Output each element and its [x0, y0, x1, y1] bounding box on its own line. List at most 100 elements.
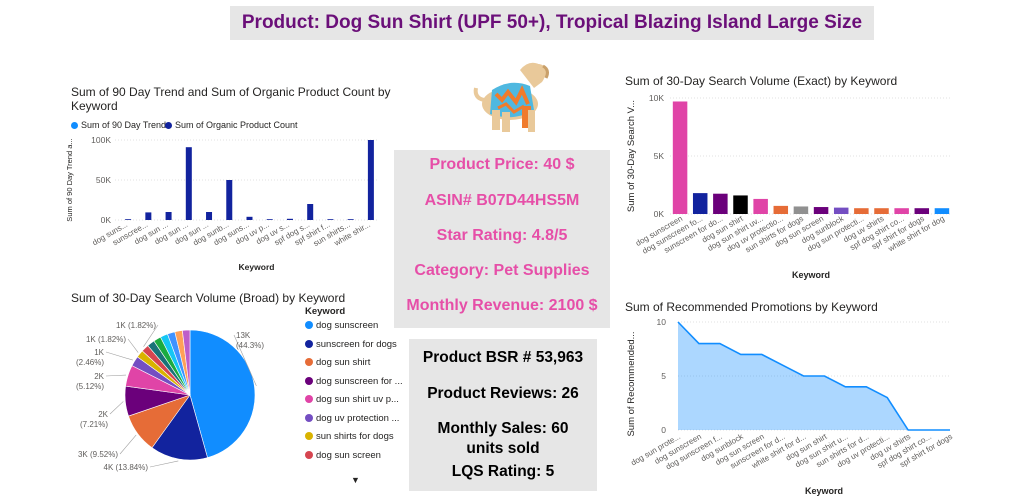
bar-organic: [165, 212, 172, 220]
legend-label: dog sunscreen: [316, 320, 379, 331]
bar-organic: [307, 204, 314, 220]
bar-exact-volume: [914, 208, 930, 214]
legend-marker: [165, 122, 172, 129]
y-tick-label: 5K: [654, 151, 665, 161]
pie-legend-item[interactable]: dog sun shirt uv p...: [305, 394, 399, 405]
bar-exact-volume: [934, 208, 950, 214]
y-tick-label: 5: [661, 371, 666, 381]
pie-data-label: 2K: [94, 372, 104, 381]
pie-legend-item[interactable]: sun shirts for dogs: [305, 431, 394, 442]
bar-organic: [347, 219, 354, 220]
star-rating: Star Rating: 4.8/5: [436, 227, 568, 244]
pie-leader-line: [105, 374, 127, 377]
legend-item-organic: Sum of Organic Product Count: [165, 120, 298, 130]
bar-exact-volume: [813, 207, 829, 214]
monthly-revenue: Monthly Revenue: 2100 $: [406, 297, 598, 314]
legend-label: dog sun screen: [316, 449, 381, 461]
legend-label: dog sun shirt: [316, 357, 371, 368]
pie-data-label: 2K: [98, 410, 108, 419]
legend-marker: [305, 321, 313, 329]
pie-leader-line: [127, 338, 139, 353]
pie-data-label: (2.46%): [76, 358, 104, 367]
legend-marker: [305, 432, 313, 440]
pie-leader-line: [105, 351, 133, 361]
legend-marker: [305, 376, 313, 385]
y-tick-label: 0: [661, 425, 666, 435]
bar-organic: [145, 212, 152, 220]
pie-leader-line: [143, 324, 159, 347]
y-tick-label: 10: [657, 317, 667, 327]
bar-organic: [246, 216, 253, 220]
product-reviews: Product Reviews: 26: [427, 385, 579, 402]
product-info-panel: Product Price: 40 $ ASIN# B07D44HS5M Sta…: [394, 150, 610, 328]
legend-item-trend: Sum of 90 Day Trend: [71, 120, 166, 130]
pie-legend-item[interactable]: dog uv protection ...: [305, 413, 399, 424]
legend-marker: [71, 122, 78, 129]
pie-legend-item[interactable]: dog sun shirt: [305, 357, 370, 368]
y-axis-label: Sum of 90 Day Trend a...: [65, 138, 74, 221]
bar-exact-volume: [793, 206, 809, 214]
pie-data-label: (44.3%): [236, 341, 264, 350]
pie-legend-item[interactable]: dog sunscreen for ...: [305, 376, 403, 387]
pie-data-label: 4K (13.84%): [104, 463, 149, 472]
bar-organic: [266, 219, 273, 220]
legend-label: dog uv protection ...: [316, 412, 400, 424]
bar-exact-volume: [713, 193, 728, 214]
pie-legend-item[interactable]: sunscreen for dogs: [305, 339, 397, 350]
bar-exact-volume: [753, 198, 768, 214]
product-price: Product Price: 40 $: [429, 156, 575, 173]
trend-chart-title: Sum of 90 Day Trend and Sum of Organic P…: [71, 85, 391, 113]
product-bsr: Product BSR # 53,963: [422, 349, 584, 366]
lqs-rating: LQS Rating: 5: [451, 463, 555, 480]
bar-organic: [185, 147, 192, 220]
pie-data-label: 13K: [236, 331, 251, 340]
pie-data-label: 3K (9.52%): [78, 450, 118, 459]
pie-data-label: (5.12%): [76, 382, 104, 391]
dog-shirt-illustration: [473, 62, 549, 132]
y-axis-label: Sum of Recommended...: [626, 331, 637, 436]
pie-leader-line: [119, 434, 137, 455]
pie-data-label: (7.21%): [80, 420, 108, 429]
pie-chart-title: Sum of 30-Day Search Volume (Broad) by K…: [71, 291, 346, 305]
bar-exact-volume: [773, 205, 789, 214]
bar-exact-volume: [894, 208, 909, 214]
pie-legend: Keyword dog sunscreen sunscreen for dogs d…: [305, 306, 405, 486]
page-title-bar: Product: Dog Sun Shirt (UPF 50+), Tropic…: [230, 6, 874, 40]
pie-data-label: 1K: [94, 348, 104, 357]
y-tick-label: 10K: [649, 93, 664, 103]
broad-volume-pie-chart: 13K(44.3%)4K (13.84%)3K (9.52%)2K(7.21%)…: [76, 321, 264, 472]
legend-marker: [305, 413, 313, 422]
x-axis-label: Keyword: [792, 270, 830, 280]
bar-exact-volume: [672, 101, 688, 214]
pie-slice: [151, 394, 208, 461]
pie-legend-item[interactable]: dog sunscreen: [305, 320, 378, 331]
pie-leader-line: [109, 401, 124, 415]
legend-label: sunscreen for dogs: [316, 338, 397, 350]
product-stats-panel: Product BSR # 53,963 Product Reviews: 26…: [409, 339, 597, 491]
pie-data-label: 1K (1.82%): [86, 335, 126, 344]
legend-marker: [305, 358, 313, 366]
bar-organic: [206, 212, 213, 220]
trend-chart-legend: Sum of 90 Day Trend Sum of Organic Produ…: [71, 120, 401, 132]
pie-slice: [189, 329, 256, 458]
legend-marker: [305, 450, 313, 459]
exact-chart-title: Sum of 30-Day Search Volume (Exact) by K…: [625, 74, 898, 88]
area-chart-title: Sum of Recommended Promotions by Keyword: [625, 300, 878, 314]
bar-exact-volume: [833, 207, 849, 214]
page-title: Product: Dog Sun Shirt (UPF 50+), Tropic…: [241, 12, 863, 33]
bar-organic: [327, 219, 334, 220]
x-axis-label: Keyword: [239, 262, 275, 272]
bar-exact-volume: [733, 195, 748, 214]
y-tick-label: 50K: [96, 175, 111, 185]
legend-scroll-down-icon[interactable]: ▼: [351, 475, 360, 485]
pie-legend-title: Keyword: [305, 306, 346, 317]
x-axis-label: Keyword: [805, 486, 843, 496]
bar-organic: [125, 219, 132, 220]
pie-legend-item[interactable]: dog sun screen: [305, 450, 381, 461]
pie-leader-line: [149, 460, 179, 468]
pie-slice: [182, 329, 191, 396]
legend-label: dog sunscreen for ...: [316, 375, 403, 387]
